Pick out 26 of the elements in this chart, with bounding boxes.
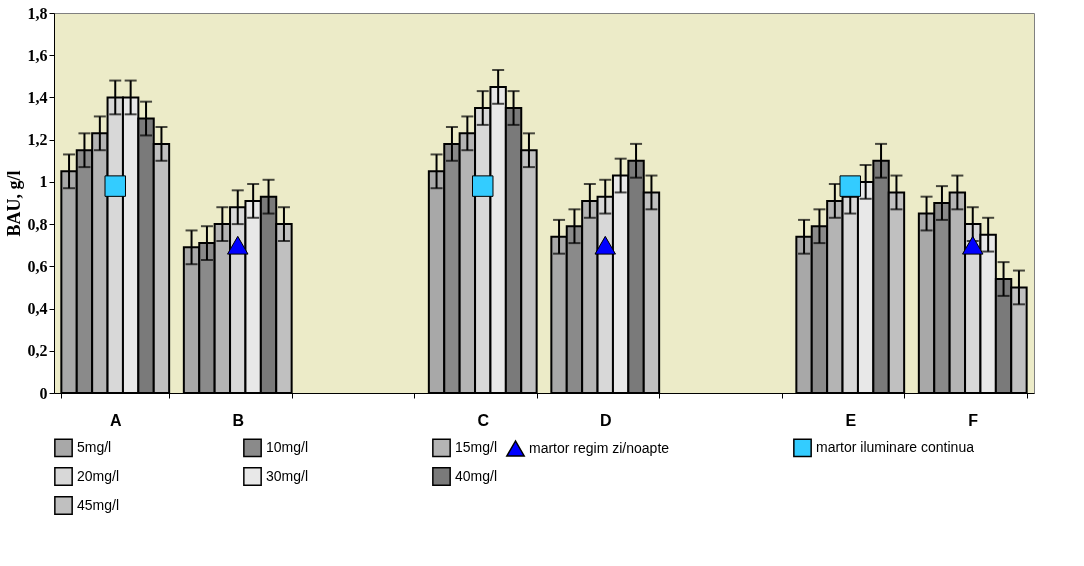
legend-label: 10mg/l	[266, 438, 309, 455]
legend-label: martor regim zi/noapte	[529, 439, 670, 456]
legend-label: 15mg/l	[455, 438, 498, 455]
legend-label: 30mg/l	[266, 467, 309, 484]
x-tick-label: E	[845, 411, 857, 429]
x-tick-label: F	[968, 411, 979, 429]
legend-label: 40mg/l	[455, 467, 498, 484]
y-tick-label: 0,2	[27, 342, 48, 360]
legend-label: 20mg/l	[77, 467, 120, 484]
x-tick-label: D	[599, 411, 612, 429]
y-tick-label: 0,6	[27, 257, 48, 275]
y-tick-label: 1,6	[27, 46, 48, 64]
y-tick-label: 1,4	[27, 88, 48, 106]
x-tick-label: C	[477, 411, 490, 429]
x-tick-label: A	[109, 411, 122, 429]
legend-label: martor iluminare continua	[816, 438, 975, 455]
y-axis-title: BAU, g/l	[3, 170, 24, 237]
x-tick-label: B	[232, 411, 245, 429]
y-tick-label: 1	[39, 173, 48, 191]
legend-label: 5mg/l	[77, 438, 112, 455]
y-tick-label: 1,8	[27, 4, 48, 22]
y-tick-label: 0	[39, 384, 48, 402]
y-tick-label: 1,2	[27, 131, 48, 149]
y-tick-label: 0,4	[27, 300, 48, 318]
y-tick-label: 0,8	[27, 215, 48, 233]
legend-label: 45mg/l	[77, 496, 120, 513]
